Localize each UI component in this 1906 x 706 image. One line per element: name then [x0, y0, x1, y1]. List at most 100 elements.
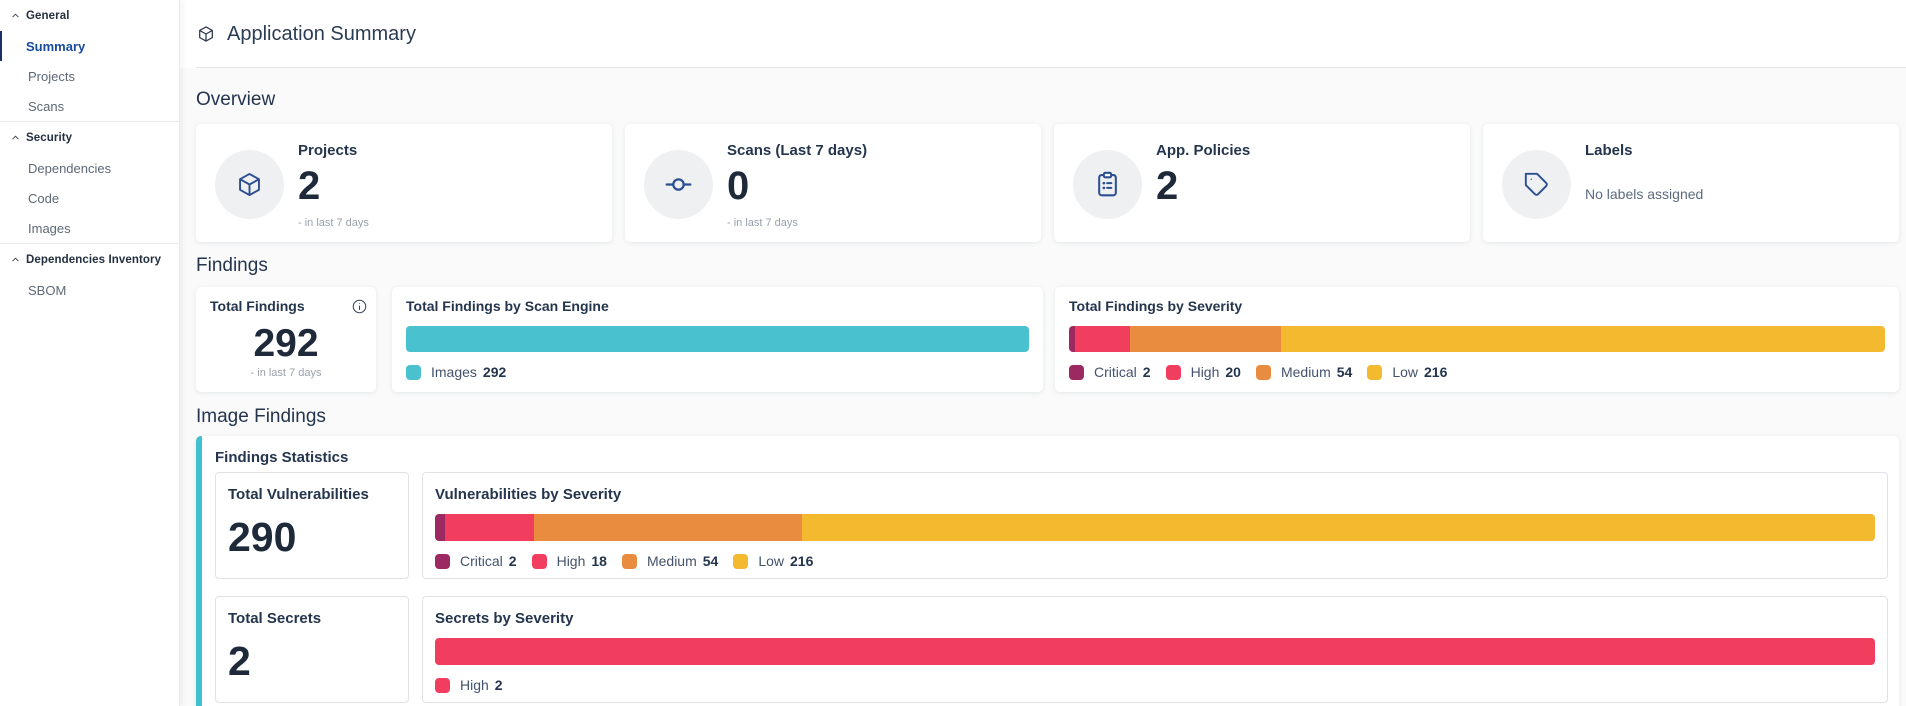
app-policies-count: 2: [1156, 164, 1179, 208]
labels-empty-text: No labels assigned: [1585, 186, 1704, 202]
sidebar-item-images[interactable]: Images: [28, 220, 71, 236]
legend-swatch-critical: [435, 554, 450, 569]
total-findings-count: 292: [253, 322, 319, 365]
sidebar-item-scans[interactable]: Scans: [28, 98, 65, 114]
legend-swatch-high: [1165, 365, 1181, 380]
nav-group-security: Security Dependencies Code Images: [0, 121, 179, 243]
bar-segment-high: [435, 638, 1875, 665]
legend-label: Low: [1392, 364, 1419, 380]
app-policies-card-title: App. Policies: [1156, 142, 1251, 159]
findings-severity-bar: [1069, 326, 1885, 352]
overview-heading: Overview: [196, 89, 276, 110]
legend-item-high: High 2: [435, 678, 503, 693]
findings-by-severity-card: Total Findings by Severity Critical 2 Hig…: [1055, 287, 1899, 392]
bar-segment-medium: [534, 514, 803, 541]
page-content: Overview Projects 2 - in last 7 days Sca…: [180, 68, 1906, 706]
nav-group-header-dependencies-inventory[interactable]: Dependencies Inventory: [0, 244, 179, 275]
secrets-by-severity-title: Secrets by Severity: [435, 610, 574, 627]
info-icon[interactable]: [352, 299, 367, 314]
legend-label: Medium: [1280, 364, 1331, 380]
sidebar-item-sbom[interactable]: SBOM: [28, 282, 67, 298]
sidebar-item-projects[interactable]: Projects: [28, 68, 75, 84]
secrets-severity-bar: [435, 638, 1875, 665]
scans-card[interactable]: Scans (Last 7 days) 0 - in last 7 days: [625, 124, 1041, 242]
sidebar-item-code[interactable]: Code: [28, 190, 60, 206]
findings-cards-row: Total Findings 292 - in last 7 days Tota…: [196, 287, 1899, 392]
legend-swatch-medium: [621, 554, 637, 569]
findings-by-scan-engine-card: Total Findings by Scan Engine Images 292: [392, 287, 1043, 392]
legend-value: 20: [1225, 364, 1241, 380]
legend-label: Critical: [1094, 364, 1137, 380]
app-policies-card[interactable]: App. Policies 2: [1054, 124, 1470, 242]
nav-group-label: General: [26, 9, 70, 22]
findings-by-scan-engine-title: Total Findings by Scan Engine: [406, 298, 609, 314]
bar-segment-low: [1281, 326, 1885, 352]
bar-segment-low: [802, 514, 1875, 541]
findings-heading: Findings: [196, 255, 268, 276]
legend-swatch-low: [733, 554, 749, 569]
findings-statistics-title: Findings Statistics: [215, 449, 349, 466]
legend-item-images: Images 292: [406, 365, 506, 380]
vulnerabilities-severity-bar: [435, 514, 1875, 541]
legend-label: High: [1190, 364, 1220, 380]
legend-item-high: High 20: [1165, 364, 1241, 380]
legend-label: Low: [758, 553, 785, 569]
findings-statistics-panel: Findings Statistics Total Vulnerabilitie…: [196, 436, 1899, 706]
chevron-up-icon: [11, 255, 20, 264]
nav-group-dependencies-inventory: Dependencies Inventory SBOM: [0, 243, 179, 305]
scan-engine-bar: [406, 326, 1029, 352]
labels-card[interactable]: Labels No labels assigned: [1483, 124, 1899, 242]
legend-item-critical: Critical 2: [1069, 365, 1151, 380]
bar-segment-high: [444, 514, 535, 541]
legend-swatch-high: [531, 554, 547, 569]
image-findings-heading: Image Findings: [196, 406, 326, 427]
scan-icon: [644, 150, 713, 219]
total-vulnerabilities-title: Total Vulnerabilities: [228, 486, 369, 503]
chevron-up-icon: [11, 11, 20, 20]
nav-group-label: Dependencies Inventory: [26, 253, 162, 266]
legend-swatch-images: [406, 365, 421, 380]
page-title: Application Summary: [227, 22, 416, 45]
total-findings-title: Total Findings: [210, 298, 305, 314]
vulnerabilities-by-severity-title: Vulnerabilities by Severity: [435, 486, 622, 503]
projects-card[interactable]: Projects 2 - in last 7 days: [196, 124, 612, 242]
legend-item-medium: Medium 54: [621, 553, 718, 569]
bar-segment-images: [406, 326, 1029, 352]
total-vulnerabilities-count: 290: [228, 514, 297, 560]
clipboard-icon: [1073, 150, 1142, 219]
legend-label: Medium: [646, 553, 697, 569]
overview-cards-row: Projects 2 - in last 7 days Scans (Last …: [196, 124, 1899, 242]
nav-group-header-security[interactable]: Security: [0, 122, 179, 153]
legend-label: High: [460, 677, 489, 693]
chevron-up-icon: [11, 133, 20, 142]
legend-value: 2: [508, 553, 517, 569]
vulnerabilities-by-severity-card: Vulnerabilities by Severity Critical 2 Hi…: [422, 472, 1888, 579]
findings-by-severity-title: Total Findings by Severity: [1069, 298, 1243, 314]
secrets-severity-legend: High 2: [435, 678, 1875, 693]
page-header: Application Summary: [180, 0, 1906, 68]
nav-group-header-general[interactable]: General: [0, 0, 179, 31]
scans-count: 0: [727, 164, 750, 208]
nav-group-label: Security: [26, 131, 73, 144]
bar-segment-critical: [435, 514, 445, 541]
legend-value: 18: [591, 553, 607, 569]
legend-swatch-low: [1367, 365, 1383, 380]
bar-segment-critical: [1069, 326, 1075, 352]
legend-label: Images: [431, 364, 477, 380]
bar-segment-high: [1074, 326, 1131, 352]
cube-icon: [215, 150, 284, 219]
total-vulnerabilities-card: Total Vulnerabilities 290: [215, 472, 409, 579]
sidebar-item-dependencies[interactable]: Dependencies: [28, 160, 112, 176]
cube-icon: [197, 25, 215, 43]
total-findings-caption: - in last 7 days: [250, 367, 322, 379]
projects-caption: - in last 7 days: [298, 217, 369, 229]
findings-statistics-grid: Total Vulnerabilities 290 Vulnerabilitie…: [215, 472, 1888, 703]
legend-label: High: [556, 553, 586, 569]
legend-item-medium: Medium 54: [1255, 364, 1352, 380]
legend-value: 216: [790, 553, 814, 569]
total-findings-card: Total Findings 292 - in last 7 days: [196, 287, 376, 392]
scans-card-title: Scans (Last 7 days): [727, 142, 868, 159]
total-secrets-count: 2: [228, 638, 251, 684]
vulnerabilities-severity-legend: Critical 2 High 18 Medium 54 Low 216: [435, 554, 1875, 569]
sidebar-item-summary[interactable]: Summary: [0, 31, 179, 61]
